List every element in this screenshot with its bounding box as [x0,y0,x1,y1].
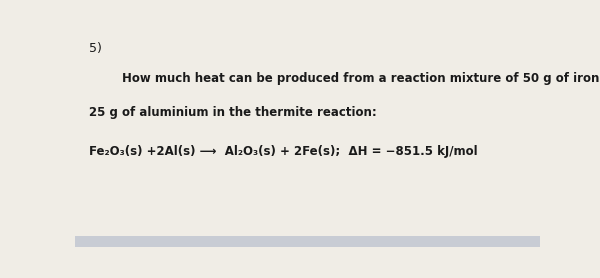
FancyBboxPatch shape [75,236,540,247]
Text: How much heat can be produced from a reaction mixture of 50 g of iron (III) oxid: How much heat can be produced from a rea… [89,72,600,85]
Text: 5): 5) [89,42,102,55]
Text: 25 g of aluminium in the thermite reaction:: 25 g of aluminium in the thermite reacti… [89,106,377,119]
Text: Fe₂O₃(s) +2Al(s) ⟶  Al₂O₃(s) + 2Fe(s);  ΔH = −851.5 kJ/mol: Fe₂O₃(s) +2Al(s) ⟶ Al₂O₃(s) + 2Fe(s); ΔH… [89,145,478,158]
